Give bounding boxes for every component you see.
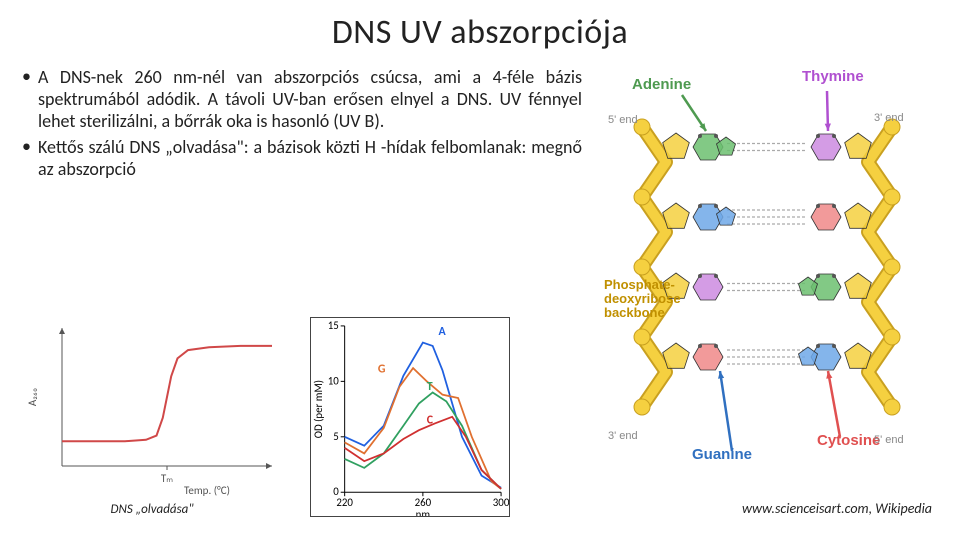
svg-text:5: 5 — [333, 430, 339, 443]
bullet-list: A DNS-nek 260 nm-nél van abszorpciós csú… — [22, 67, 582, 185]
svg-text:Thymine: Thymine — [802, 68, 864, 85]
chart-row: TₘA₂₆₀Temp. (°C) DNS „olvadása" 22026030… — [22, 193, 582, 517]
melting-chart-box: Tₘ A₂₆₀ Temp. (°C) DNS „olvadása" — [22, 316, 282, 517]
svg-text:C: C — [427, 413, 434, 427]
svg-text:5' end: 5' end — [874, 434, 904, 446]
svg-text:A₂₆₀: A₂₆₀ — [26, 388, 39, 406]
svg-text:220: 220 — [336, 496, 353, 509]
svg-text:Tₘ: Tₘ — [161, 472, 173, 485]
svg-text:0: 0 — [333, 485, 339, 498]
bullet-1: A DNS-nek 260 nm-nél van abszorpciós csú… — [22, 67, 582, 133]
right-column: Adenine Thymine Guanine Cytosine Phosphate-d… — [596, 67, 938, 517]
svg-text:Phosphate-: Phosphate- — [604, 277, 675, 292]
spectra-chart: 220260300051015AGTCnmOD (per mM) — [310, 317, 510, 517]
melting-caption: DNS „olvadása" — [110, 502, 193, 517]
svg-text:deoxyribose: deoxyribose — [604, 291, 681, 306]
svg-text:10: 10 — [328, 374, 340, 387]
svg-text:T: T — [427, 380, 433, 394]
svg-text:300: 300 — [493, 496, 510, 509]
svg-text:Cytosine: Cytosine — [817, 432, 880, 449]
svg-text:3' end: 3' end — [874, 112, 904, 124]
svg-text:backbone: backbone — [604, 305, 665, 320]
slide-title: DNS UV abszorpciója — [22, 12, 938, 53]
bullet-2: Kettős szálú DNS „olvadása": a bázisok k… — [22, 137, 582, 181]
svg-text:A: A — [439, 325, 447, 339]
dna-structure-diagram: Adenine Thymine Guanine Cytosine Phosphate-d… — [596, 67, 938, 467]
melting-chart: Tₘ A₂₆₀ Temp. (°C) — [22, 316, 282, 496]
svg-text:Guanine: Guanine — [692, 446, 752, 463]
svg-text:Temp. (°C): Temp. (°C) — [184, 484, 230, 496]
svg-text:nm: nm — [416, 508, 430, 517]
svg-text:G: G — [378, 362, 386, 376]
svg-text:5' end: 5' end — [608, 114, 638, 126]
svg-text:15: 15 — [328, 319, 339, 332]
slide-root: DNS UV abszorpciója A DNS-nek 260 nm-nél… — [0, 0, 960, 540]
left-column: A DNS-nek 260 nm-nél van abszorpciós csú… — [22, 67, 582, 517]
spectra-chart-box: 220260300051015AGTCnmOD (per mM) — [310, 317, 510, 517]
image-credit: www.scienceisart.com, Wikipedia — [742, 500, 932, 517]
svg-text:OD (per mM): OD (per mM) — [312, 380, 325, 438]
svg-text:Adenine: Adenine — [632, 76, 691, 93]
content-columns: A DNS-nek 260 nm-nél van abszorpciós csú… — [22, 67, 938, 517]
svg-text:3' end: 3' end — [608, 430, 638, 442]
